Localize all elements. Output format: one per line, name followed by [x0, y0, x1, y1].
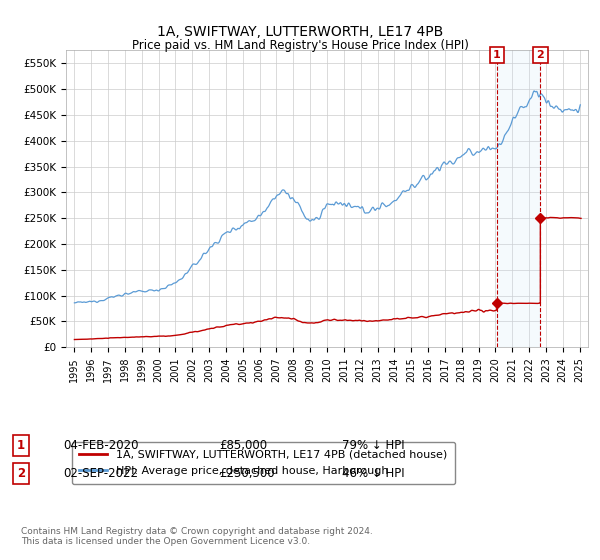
Text: 1: 1: [17, 438, 25, 452]
Text: 46% ↓ HPI: 46% ↓ HPI: [342, 466, 404, 480]
Text: 1A, SWIFTWAY, LUTTERWORTH, LE17 4PB: 1A, SWIFTWAY, LUTTERWORTH, LE17 4PB: [157, 25, 443, 39]
Bar: [497, 50, 541, 347]
Text: £250,500: £250,500: [219, 466, 275, 480]
Legend: 1A, SWIFTWAY, LUTTERWORTH, LE17 4PB (detached house), HPI: Average price, detach: 1A, SWIFTWAY, LUTTERWORTH, LE17 4PB (det…: [71, 442, 455, 484]
Text: 79% ↓ HPI: 79% ↓ HPI: [342, 438, 404, 452]
Text: 02-SEP-2022: 02-SEP-2022: [63, 466, 138, 480]
Text: 2: 2: [536, 50, 544, 60]
Text: Price paid vs. HM Land Registry's House Price Index (HPI): Price paid vs. HM Land Registry's House …: [131, 39, 469, 52]
Text: 1: 1: [493, 50, 501, 60]
Text: 2: 2: [17, 466, 25, 480]
Text: 04-FEB-2020: 04-FEB-2020: [63, 438, 139, 452]
Text: Contains HM Land Registry data © Crown copyright and database right 2024.
This d: Contains HM Land Registry data © Crown c…: [21, 526, 373, 546]
Text: £85,000: £85,000: [219, 438, 267, 452]
